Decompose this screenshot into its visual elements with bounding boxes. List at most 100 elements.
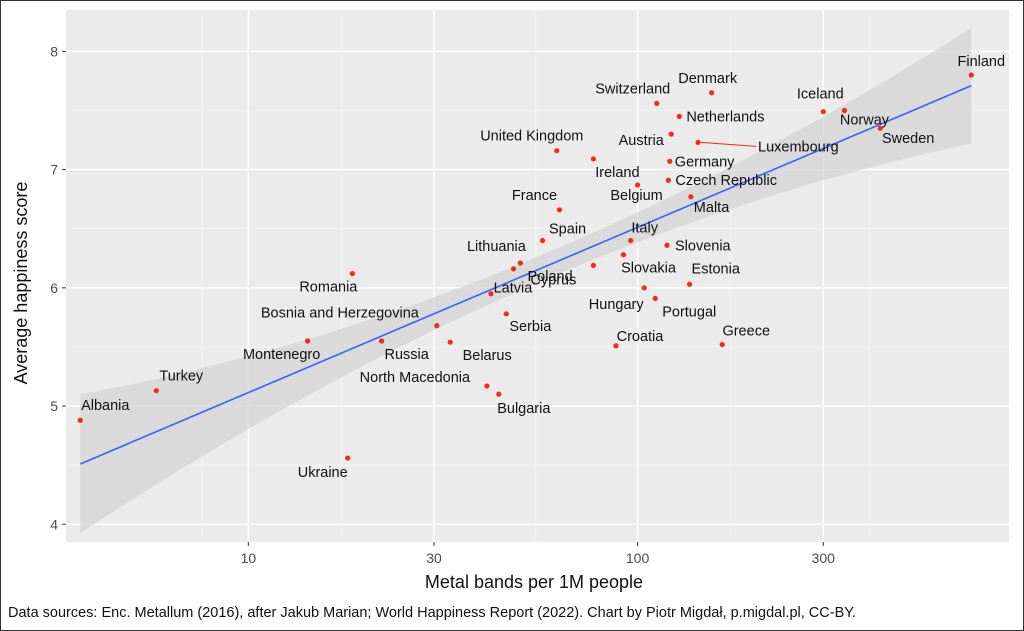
y-tick-label: 7 (50, 162, 58, 178)
point-label: Latvia (494, 281, 534, 297)
point-label: Serbia (509, 319, 552, 335)
point-label: Albania (81, 398, 130, 414)
point-label: Slovakia (621, 261, 677, 277)
point-label: Czech Republic (675, 173, 777, 189)
point-denmark (709, 90, 715, 96)
point-bulgaria (496, 391, 502, 397)
point-france (556, 207, 563, 213)
point-italy (628, 237, 634, 244)
point-estonia (686, 281, 693, 287)
point-label: Italy (631, 221, 658, 237)
point-croatia (613, 343, 619, 349)
point-label: Croatia (617, 329, 665, 345)
point-label: France (512, 188, 557, 204)
x-tick-label: 300 (812, 550, 836, 566)
data-points (77, 72, 974, 461)
x-axis-ticks: 10 30 100 300 (241, 542, 836, 566)
point-label: Germany (675, 154, 735, 170)
label-leader-lines (701, 141, 757, 147)
point-switzerland (654, 100, 660, 106)
point-labels: Finland Denmark Iceland Norway Sweden Switzer… (81, 54, 1005, 481)
point-label: Cyprus (530, 272, 576, 288)
y-tick-label: 8 (50, 43, 58, 59)
point-label: Bulgaria (497, 401, 551, 417)
point-czech-republic (665, 177, 672, 183)
data-source-caption: Data sources: Enc. Metallum (2016), afte… (8, 605, 856, 621)
point-label: Greece (722, 324, 770, 340)
point-slovakia (620, 252, 627, 258)
point-label: Montenegro (243, 347, 320, 363)
y-axis-title: Average happiness score (11, 182, 31, 385)
point-label: Bosnia and Herzegovina (261, 306, 420, 322)
point-label: Poland (528, 269, 573, 285)
point-label: Ukraine (298, 465, 348, 481)
point-montenegro (305, 338, 311, 344)
point-austria (668, 131, 674, 137)
point-label: Belgium (610, 188, 662, 204)
point-label: Romania (299, 280, 358, 296)
point-portugal (652, 295, 658, 302)
x-tick-label: 30 (426, 550, 442, 566)
point-label: Sweden (882, 131, 934, 147)
point-north-macedonia (484, 383, 490, 389)
point-label: North Macedonia (360, 370, 471, 386)
point-norway (841, 107, 848, 114)
confidence-band (80, 27, 972, 534)
point-greece (719, 341, 725, 348)
point-label: Malta (694, 200, 730, 216)
point-label: Belarus (463, 348, 512, 364)
point-turkey (153, 388, 159, 394)
point-united-kingdom (554, 148, 560, 154)
y-axis-ticks: 4 5 6 7 8 (50, 43, 66, 532)
point-label: Russia (384, 347, 429, 363)
point-label: Luxembourg (758, 139, 839, 155)
point-lithuania (517, 260, 524, 266)
point-slovenia (664, 242, 670, 248)
point-spain (539, 237, 546, 244)
point-romania (349, 271, 355, 277)
point-ireland (590, 156, 597, 162)
point-label: Austria (619, 133, 665, 149)
point-bosnia-and-herzegovina (434, 323, 440, 329)
x-tick-label: 10 (241, 550, 257, 566)
point-label: Estonia (692, 261, 741, 277)
point-belgium (634, 182, 641, 188)
y-tick-label: 4 (50, 516, 58, 532)
point-ukraine (345, 455, 351, 461)
point-sweden (877, 125, 883, 131)
point-label: Portugal (662, 304, 716, 320)
point-netherlands (676, 113, 682, 119)
point-iceland (820, 109, 826, 115)
point-label: Iceland (797, 87, 844, 103)
y-tick-label: 5 (50, 398, 58, 414)
point-label: Switzerland (595, 81, 670, 97)
point-label: Finland (957, 54, 1005, 70)
point-label: Ireland (595, 165, 639, 181)
point-latvia (488, 291, 494, 297)
x-axis-title: Metal bands per 1M people (425, 572, 643, 592)
point-germany (667, 158, 673, 164)
point-russia (379, 338, 385, 344)
label-leader-line (701, 141, 757, 147)
point-belarus (447, 339, 453, 345)
x-tick-label: 100 (626, 550, 650, 566)
point-cyprus (590, 262, 597, 268)
point-label: Norway (840, 112, 890, 128)
point-label: Turkey (159, 369, 204, 385)
point-luxembourg (695, 139, 701, 146)
y-tick-label: 6 (50, 280, 58, 296)
point-finland (968, 72, 974, 78)
trend-line (79, 84, 972, 465)
point-label: United Kingdom (480, 129, 583, 145)
point-malta (688, 194, 694, 200)
point-label: Lithuania (467, 239, 527, 255)
point-poland (510, 266, 517, 272)
point-label: Spain (549, 222, 586, 238)
point-serbia (503, 311, 509, 317)
point-label: Netherlands (686, 109, 764, 125)
point-albania (77, 417, 83, 423)
point-label: Hungary (589, 297, 645, 313)
point-hungary (641, 285, 647, 291)
point-label: Denmark (678, 71, 738, 87)
